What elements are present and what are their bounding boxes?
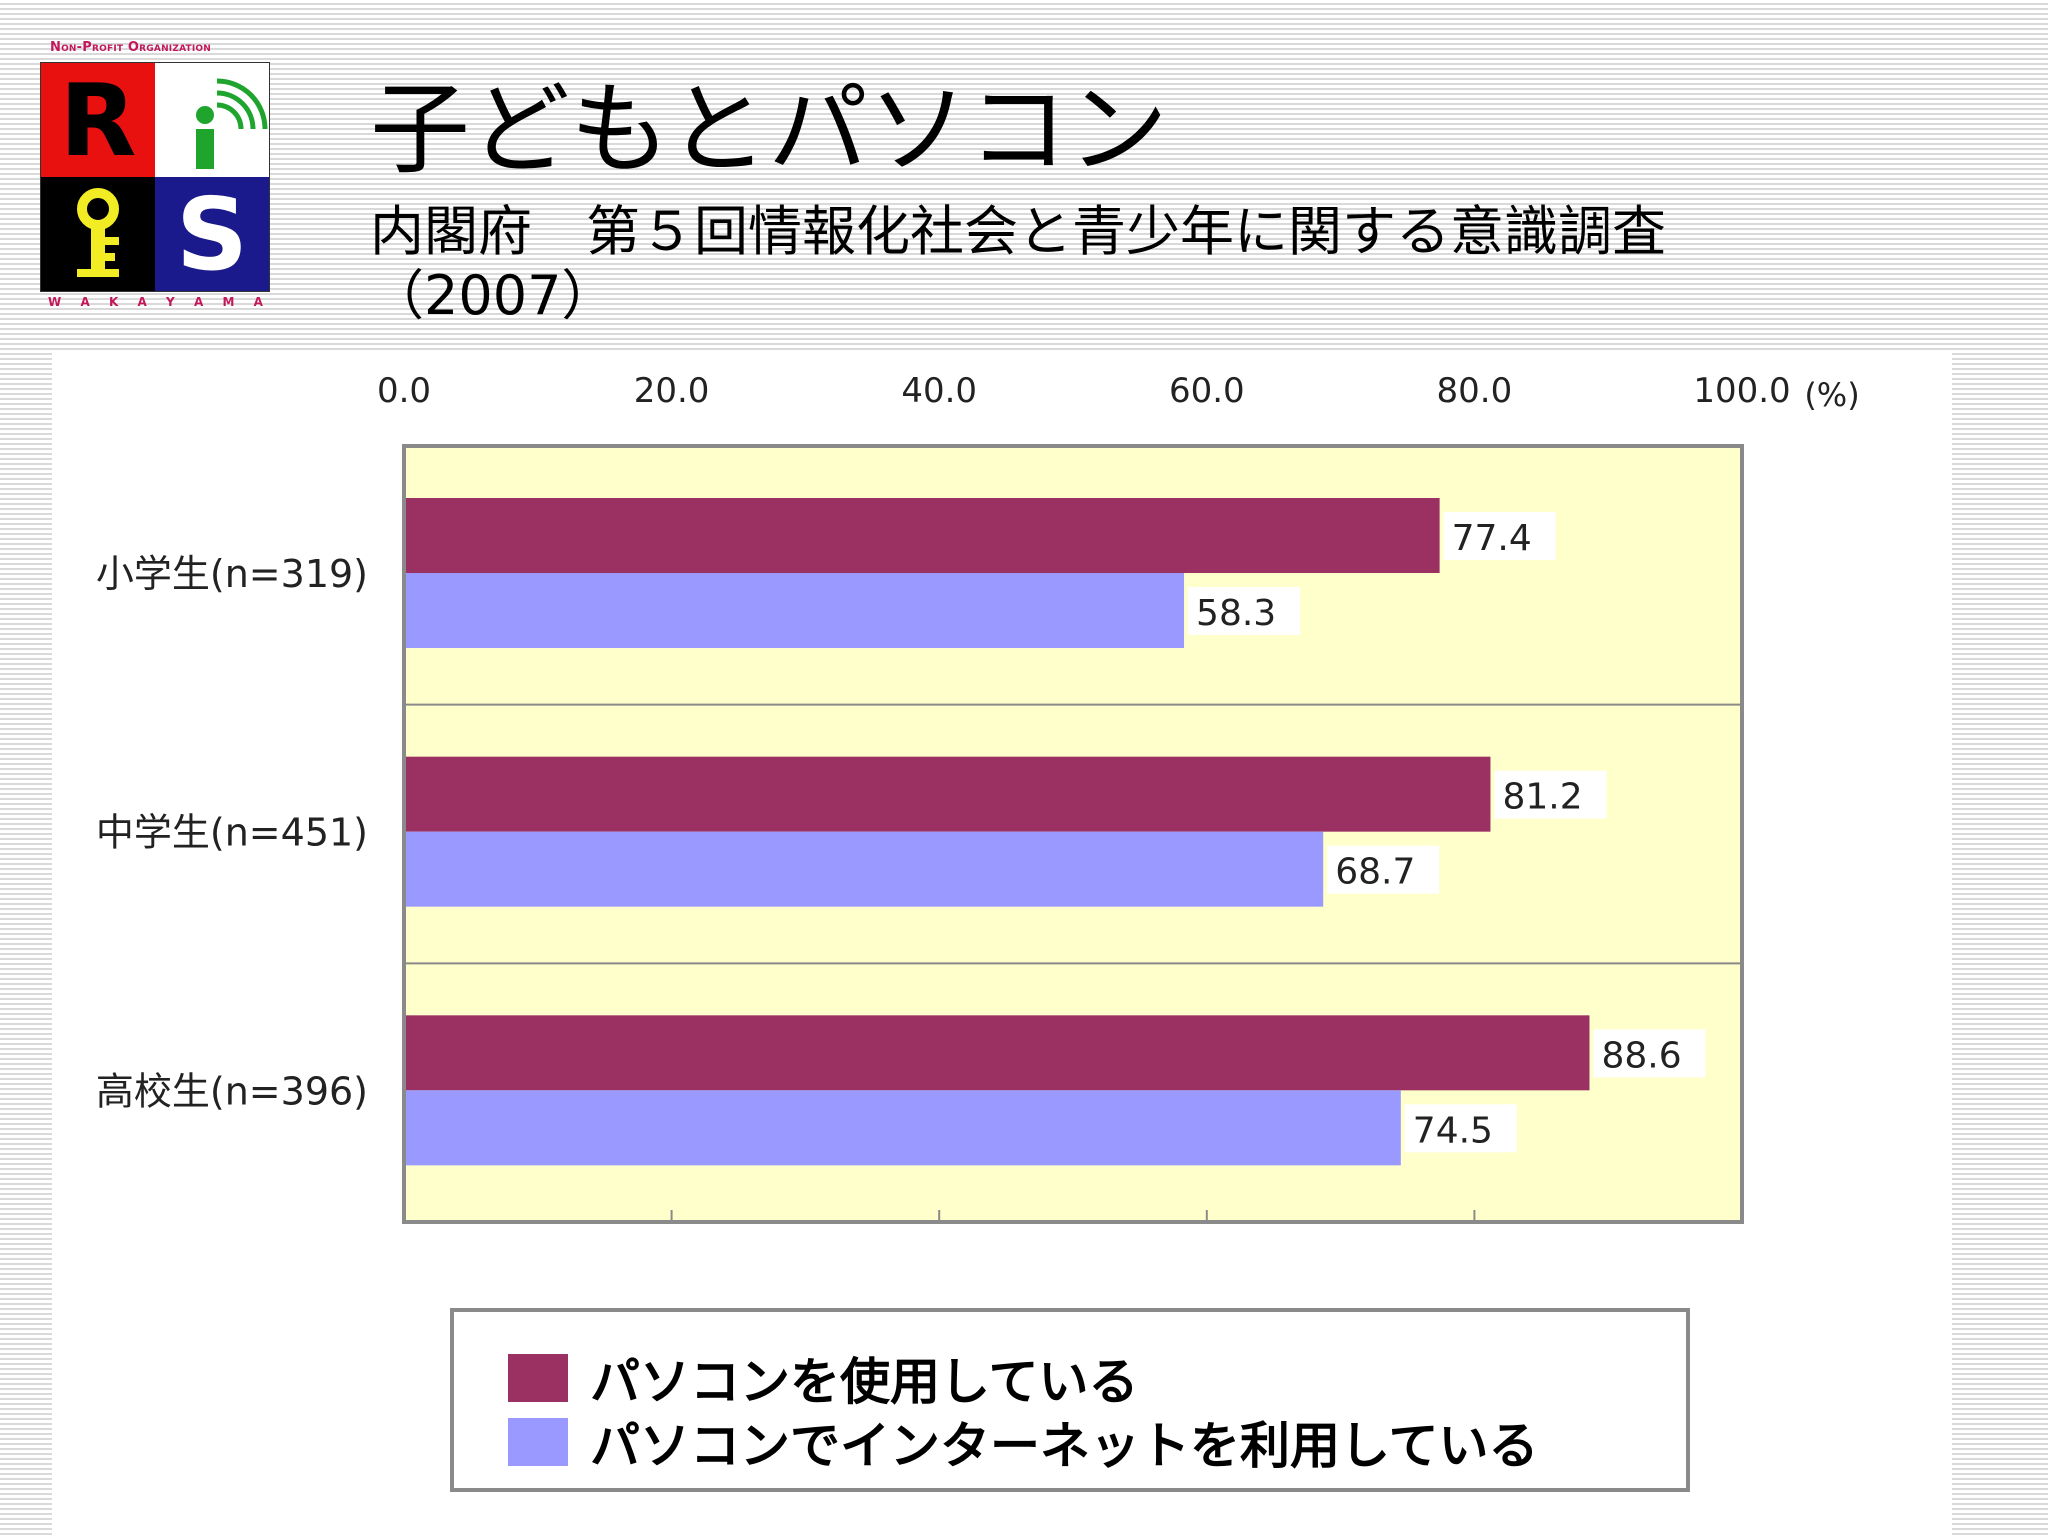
logo-location-letter: Y (166, 295, 175, 309)
data-label-bg (1188, 587, 1301, 635)
legend-swatch-pc (508, 1354, 568, 1402)
category-label: 小学生(n=319) (96, 552, 368, 596)
data-label: 88.6 (1601, 1035, 1681, 1076)
data-label-bg (1593, 1029, 1706, 1078)
chart-legend: パソコンを使用している パソコンでインターネットを利用している (450, 1308, 1690, 1492)
bar (406, 498, 1440, 573)
legend-item-pc: パソコンを使用している (508, 1353, 1139, 1411)
page-title: 子どもとパソコン (370, 71, 1168, 188)
data-label-bg (1327, 845, 1440, 894)
data-label: 74.5 (1413, 1110, 1493, 1151)
x-tick-label: 100.0 (1693, 371, 1790, 411)
bar (406, 573, 1185, 648)
x-tick-label: 20.0 (634, 371, 710, 411)
category-label: 高校生(n=396) (96, 1069, 368, 1113)
bar (406, 831, 1324, 907)
data-label-bg (1443, 512, 1556, 560)
key-icon (41, 177, 155, 291)
logo-location-letter: K (108, 295, 119, 309)
data-label: 77.4 (1452, 518, 1532, 559)
data-label-bg (1404, 1104, 1517, 1153)
logo-location-letter: W (48, 295, 62, 309)
logo-location-letter: A (80, 295, 90, 309)
x-tick-label: 0.0 (377, 371, 431, 411)
logo-location-letter: A (253, 295, 263, 309)
logo-letter-r: R (41, 62, 155, 179)
legend-swatch-internet (508, 1418, 568, 1466)
logo-location-letter: A (137, 295, 147, 309)
logo-location-letter: A (193, 295, 204, 309)
wifi-info-icon (155, 63, 269, 177)
bar (406, 756, 1491, 832)
x-tick-label: 80.0 (1437, 371, 1513, 411)
logo-tiles: R S (40, 62, 270, 293)
data-label: 68.7 (1335, 852, 1415, 893)
legend-label-pc: パソコンを使用している (590, 1353, 1139, 1411)
org-logo: Non-Profit Organization R S W A K A Y A M A (40, 40, 270, 315)
logo-letter-s: S (155, 176, 269, 293)
bar-chart: 0.0 20.0 40.0 60.0 80.0 100.0 (%) 小学生(n=319) 77.… (96, 371, 1860, 1224)
logo-location-letter: M (222, 295, 235, 309)
x-tick-label: 60.0 (1169, 371, 1245, 411)
legend-item-internet: パソコンでインターネットを利用している (508, 1417, 1539, 1475)
logo-org-text: Non-Profit Organization (50, 40, 212, 55)
category-label: 中学生(n=451) (96, 811, 368, 855)
x-tick-label: 40.0 (901, 371, 977, 411)
data-label: 81.2 (1502, 777, 1582, 818)
data-label-bg (1494, 770, 1607, 819)
unit-label: (%) (1804, 376, 1859, 414)
page-subtitle: 内閣府 第５回情報化社会と青少年に関する意識調査（2007） (370, 200, 1666, 327)
bar (406, 1090, 1401, 1166)
legend-label-internet: パソコンでインターネットを利用している (590, 1417, 1539, 1475)
bar (406, 1015, 1590, 1091)
data-label: 58.3 (1196, 593, 1276, 634)
